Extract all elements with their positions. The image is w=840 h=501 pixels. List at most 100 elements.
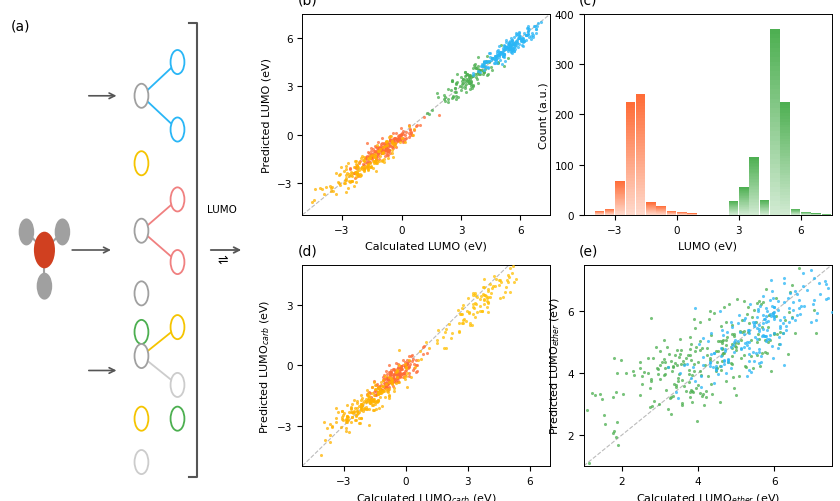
Point (382, 139, 396, 147)
Bar (780, 136, 790, 139)
Point (502, 45, 516, 53)
X-axis label: Calculated LUMO (eV): Calculated LUMO (eV) (365, 240, 487, 250)
Point (445, 78, 459, 86)
Point (707, 350, 721, 358)
Bar (749, 199, 759, 201)
Point (349, 169, 363, 177)
Point (368, 386, 381, 394)
Bar (780, 201, 790, 204)
Point (363, 149, 376, 157)
Point (635, 373, 648, 381)
Point (399, 364, 412, 372)
Bar (626, 198, 635, 201)
Point (506, 37, 519, 45)
Bar (780, 122, 790, 125)
Bar (636, 131, 645, 134)
Point (659, 364, 672, 372)
Point (771, 344, 785, 352)
Point (374, 147, 387, 155)
Bar (626, 181, 635, 184)
Point (718, 347, 732, 355)
Point (506, 50, 519, 58)
Point (376, 373, 390, 381)
Point (377, 140, 391, 148)
Point (529, 30, 543, 38)
Bar (780, 193, 790, 196)
Point (752, 322, 765, 330)
Point (691, 359, 705, 367)
Point (501, 44, 514, 52)
Bar (749, 208, 759, 209)
Point (396, 129, 409, 137)
Bar (770, 132, 780, 137)
Bar (770, 187, 780, 192)
Bar (739, 191, 748, 192)
Point (444, 334, 458, 342)
Point (349, 397, 363, 405)
Point (482, 70, 496, 78)
Bar (636, 137, 645, 140)
Point (350, 399, 364, 407)
Point (717, 336, 730, 344)
Bar (780, 179, 790, 181)
Point (473, 71, 486, 79)
Point (722, 356, 735, 364)
Point (370, 156, 383, 164)
Point (633, 358, 647, 366)
Point (466, 72, 480, 80)
Point (395, 364, 408, 372)
Point (326, 187, 339, 195)
Bar (749, 163, 759, 165)
Point (367, 389, 381, 397)
Point (369, 144, 382, 152)
Point (361, 167, 375, 175)
Point (742, 327, 755, 335)
Point (340, 169, 354, 177)
Point (385, 379, 398, 387)
Point (460, 71, 474, 79)
Bar (780, 204, 790, 207)
Point (357, 397, 370, 405)
Bar (770, 53, 780, 58)
Point (609, 388, 622, 396)
Point (766, 354, 780, 362)
Point (471, 54, 485, 62)
Point (753, 302, 767, 310)
Bar (749, 181, 759, 182)
Point (379, 146, 392, 154)
Point (717, 356, 731, 364)
Point (666, 364, 680, 372)
Point (752, 305, 765, 313)
Point (389, 136, 402, 144)
Point (366, 146, 380, 154)
Point (366, 395, 380, 403)
Point (362, 421, 375, 429)
Point (746, 364, 759, 372)
Point (486, 67, 499, 75)
Bar (615, 197, 625, 198)
Point (748, 320, 761, 328)
Point (370, 160, 384, 168)
Point (465, 81, 478, 89)
Point (711, 338, 724, 346)
Point (403, 126, 417, 134)
Bar (636, 134, 645, 137)
Bar (615, 211, 625, 212)
Point (491, 52, 505, 60)
Bar (780, 184, 790, 187)
Point (379, 385, 392, 393)
Point (724, 319, 738, 327)
Point (438, 91, 451, 99)
Bar (780, 170, 790, 173)
Point (370, 168, 383, 176)
Point (680, 361, 694, 369)
Point (716, 357, 729, 365)
Point (381, 141, 394, 149)
Point (369, 397, 382, 405)
Point (455, 311, 469, 319)
Point (338, 177, 351, 185)
Point (810, 317, 823, 325)
Point (476, 62, 490, 70)
Point (390, 374, 403, 382)
Bar (749, 171, 759, 172)
